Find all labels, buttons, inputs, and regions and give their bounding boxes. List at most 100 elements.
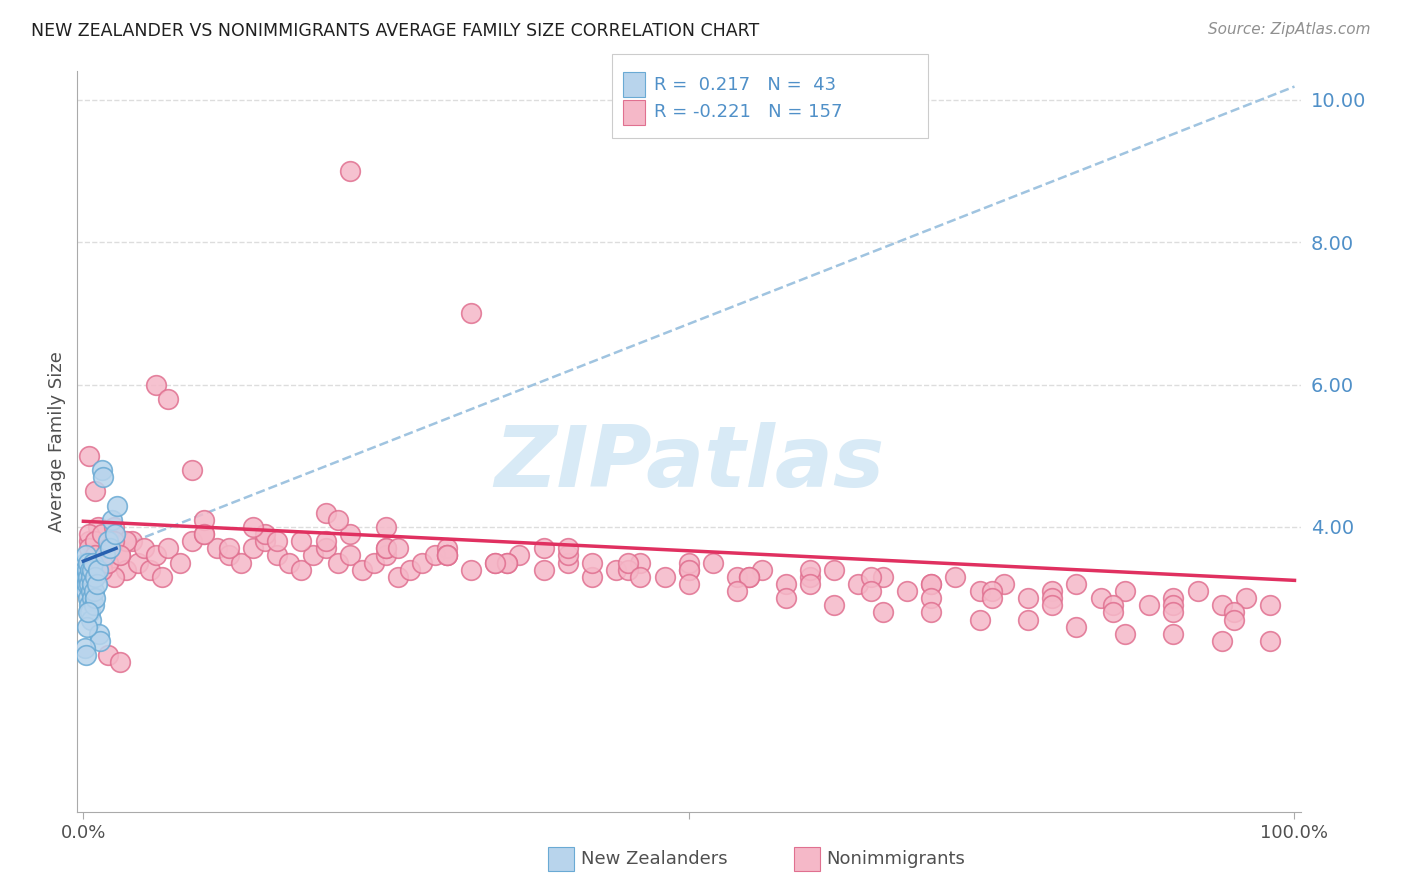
Point bbox=[702, 556, 724, 570]
Point bbox=[84, 534, 107, 549]
Point bbox=[350, 563, 373, 577]
Point bbox=[79, 534, 101, 549]
Point bbox=[75, 570, 97, 584]
Point bbox=[242, 541, 264, 556]
Point bbox=[75, 648, 97, 662]
Point bbox=[90, 556, 112, 570]
Point bbox=[229, 556, 252, 570]
Point bbox=[1258, 599, 1281, 613]
Point bbox=[557, 541, 579, 556]
Point bbox=[266, 549, 288, 563]
Point bbox=[799, 577, 821, 591]
Point bbox=[302, 549, 325, 563]
Point bbox=[84, 484, 107, 499]
Point bbox=[139, 563, 162, 577]
Point bbox=[103, 527, 125, 541]
Point bbox=[969, 613, 991, 627]
Point bbox=[79, 556, 101, 570]
Point bbox=[82, 577, 104, 591]
Point bbox=[484, 556, 506, 570]
Point bbox=[375, 520, 398, 534]
Point bbox=[82, 556, 104, 570]
Point bbox=[1114, 626, 1136, 640]
Point bbox=[218, 541, 240, 556]
Point bbox=[76, 570, 98, 584]
Point bbox=[290, 563, 312, 577]
Point bbox=[1163, 599, 1185, 613]
Point bbox=[630, 570, 652, 584]
Point bbox=[326, 513, 349, 527]
Point bbox=[859, 584, 882, 599]
Point bbox=[193, 513, 215, 527]
Point bbox=[97, 556, 120, 570]
Point bbox=[1040, 591, 1063, 606]
Point bbox=[121, 534, 143, 549]
Point bbox=[114, 534, 136, 549]
Point bbox=[1040, 584, 1063, 599]
Point bbox=[484, 556, 506, 570]
Point bbox=[1066, 577, 1088, 591]
Point bbox=[103, 534, 125, 549]
Point bbox=[508, 549, 530, 563]
Point bbox=[266, 534, 288, 549]
Point bbox=[1090, 591, 1112, 606]
Point bbox=[678, 563, 700, 577]
Point bbox=[339, 527, 361, 541]
Point bbox=[1101, 606, 1123, 620]
Point bbox=[799, 563, 821, 577]
Point bbox=[533, 563, 555, 577]
Point bbox=[1137, 599, 1160, 613]
Point bbox=[1211, 633, 1233, 648]
Point bbox=[375, 541, 398, 556]
Point bbox=[169, 556, 191, 570]
Point bbox=[1223, 613, 1246, 627]
Point bbox=[77, 599, 100, 613]
Point bbox=[1258, 633, 1281, 648]
Point bbox=[799, 570, 821, 584]
Point bbox=[132, 541, 155, 556]
Point bbox=[823, 563, 845, 577]
Point bbox=[114, 563, 136, 577]
Point bbox=[91, 470, 114, 484]
Point bbox=[496, 556, 519, 570]
Point bbox=[83, 584, 105, 599]
Point bbox=[738, 570, 761, 584]
Point bbox=[181, 534, 204, 549]
Point bbox=[89, 633, 111, 648]
Point bbox=[77, 556, 100, 570]
Point bbox=[823, 599, 845, 613]
Point bbox=[617, 556, 640, 570]
Point bbox=[1017, 591, 1039, 606]
Point bbox=[80, 613, 103, 627]
Text: New Zealanders: New Zealanders bbox=[581, 850, 727, 868]
Point bbox=[678, 556, 700, 570]
Point bbox=[79, 577, 101, 591]
Point bbox=[254, 534, 277, 549]
Point bbox=[75, 549, 97, 563]
Point bbox=[375, 549, 398, 563]
Point bbox=[90, 463, 112, 477]
Point bbox=[103, 570, 125, 584]
Point bbox=[1101, 599, 1123, 613]
Point bbox=[375, 541, 398, 556]
Point bbox=[387, 570, 409, 584]
Text: ZIPatlas: ZIPatlas bbox=[494, 422, 884, 505]
Text: Nonimmigrants: Nonimmigrants bbox=[827, 850, 966, 868]
Point bbox=[77, 591, 100, 606]
Point bbox=[1211, 599, 1233, 613]
Point bbox=[436, 549, 458, 563]
Point bbox=[872, 570, 894, 584]
Point bbox=[872, 606, 894, 620]
Point bbox=[399, 563, 422, 577]
Point bbox=[605, 563, 627, 577]
Point bbox=[80, 584, 103, 599]
Point bbox=[751, 563, 773, 577]
Point bbox=[242, 520, 264, 534]
Point bbox=[101, 513, 124, 527]
Point bbox=[290, 534, 312, 549]
Point bbox=[1223, 606, 1246, 620]
Point bbox=[77, 606, 100, 620]
Point bbox=[94, 549, 117, 563]
Point bbox=[436, 549, 458, 563]
Point bbox=[980, 591, 1002, 606]
